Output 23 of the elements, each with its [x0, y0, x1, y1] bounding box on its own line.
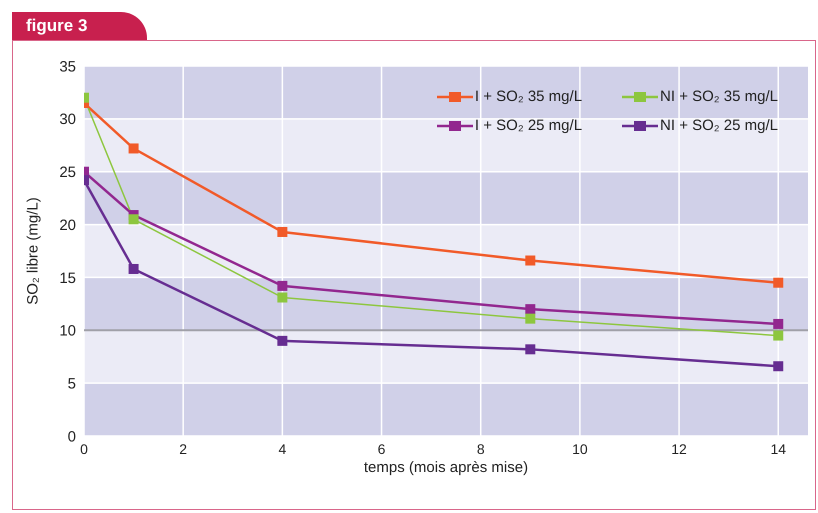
legend-label: I + SO₂ 25 mg/L	[474, 117, 582, 134]
y-tick-label: 10	[59, 322, 76, 340]
x-tick-label: 14	[770, 440, 786, 457]
y-tick-label: 15	[59, 270, 76, 287]
x-tick-label: 12	[671, 440, 688, 457]
x-tick-label: 4	[278, 440, 286, 457]
y-tick-label: 20	[59, 216, 76, 234]
x-tick-label: 10	[572, 440, 588, 457]
legend-label: NI + SO₂ 35 mg/L	[660, 88, 778, 105]
x-tick-label: 6	[378, 440, 386, 457]
y-tick-label: 30	[59, 111, 76, 128]
y-tick-label: 0	[68, 428, 76, 446]
x-tick-label: 0	[80, 440, 88, 457]
y-tick-label: 25	[59, 164, 76, 182]
x-axis-title: temps (mois après mise)	[364, 459, 528, 476]
legend-label: NI + SO₂ 25 mg/L	[660, 117, 778, 134]
legend-label: I + SO₂ 35 mg/L	[474, 88, 582, 105]
y-axis-title: SO₂ libre (mg/L)	[24, 197, 42, 305]
chart-title: figure 3	[12, 12, 148, 40]
x-tick-label: 2	[179, 440, 188, 457]
y-tick-label: 35	[59, 58, 76, 76]
x-tick-label: 8	[476, 440, 485, 457]
y-tick-label: 5	[68, 375, 76, 392]
